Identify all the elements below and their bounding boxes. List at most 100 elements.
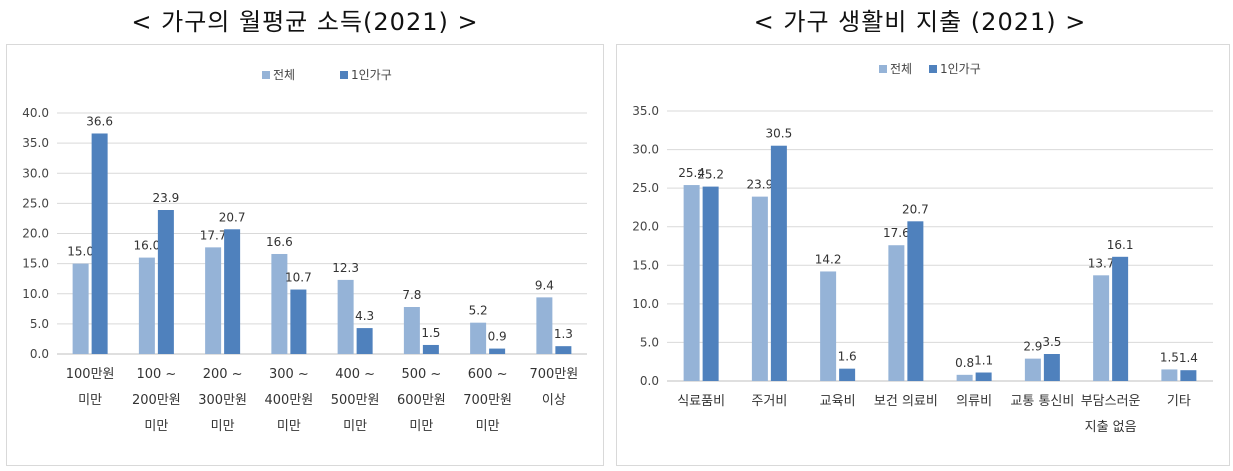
data-label: 25.2 [697,168,724,182]
x-category-label: 미만 [277,419,301,434]
bar-total [956,374,973,381]
bar-single-household [356,328,373,354]
expense-chart-panel: 0.0 5.0 10.0 15.0 20.0 25.0 30.0 35.0 전체 1인가구 25.4… [616,44,1230,466]
bar-single-household [907,221,924,381]
y-tick-label: 20.0 [22,227,49,241]
expense-bar-chart: 0.0 5.0 10.0 15.0 20.0 25.0 30.0 35.0 전체 1인가구 25.4… [632,62,1213,435]
data-label: 17.7 [200,228,227,242]
y-tick-label: 5.0 [640,335,659,349]
data-label: 1.5 [421,326,440,340]
data-label: 36.6 [86,114,113,128]
x-category-label: 500 ~ [401,367,441,382]
x-category-label: 200 ~ [203,367,243,382]
x-category-label: 미만 [78,393,102,408]
data-label: 23.9 [153,191,180,205]
legend-label: 1인가구 [351,68,392,82]
data-label: 15.0 [67,245,94,259]
x-category-label: 200만원 [132,393,181,408]
x-category-label: 600만원 [397,393,446,408]
bar-total [1024,358,1041,381]
data-label: 20.7 [219,210,246,224]
bar-single-household [290,289,307,354]
data-label: 3.5 [1042,335,1061,349]
legend-swatch [340,71,348,79]
x-category-label: 700만원 [463,393,512,408]
x-category-label: 부담스러운 [1081,394,1141,409]
data-label: 30.5 [766,127,793,141]
bar-single-household [224,229,241,354]
y-tick-label: 10.0 [22,287,49,301]
bar-single-household [702,186,719,381]
bar-total [1093,275,1110,381]
chart-title-income: < 가구의 월평균 소득(2021) > [131,8,479,36]
data-label: 5.2 [469,304,488,318]
x-category-label: 의류비 [956,394,992,409]
data-label: 17.6 [883,226,910,240]
y-tick-label: 0.0 [30,347,49,361]
x-category-label: 300 ~ [269,367,309,382]
bar-single-household [1112,256,1129,381]
data-label: 20.7 [902,202,929,216]
bar-single-household [157,210,174,354]
x-category-label: 보건 의료비 [874,394,938,409]
data-label: 4.3 [355,309,374,323]
x-category-label: 지출 없음 [1085,420,1137,435]
y-tick-label: 40.0 [22,106,49,120]
data-label: 0.8 [955,356,974,370]
y-tick-label: 20.0 [632,220,659,234]
x-category-label: 미만 [211,419,235,434]
y-tick-label: 35.0 [632,104,659,118]
legend-swatch [929,65,937,73]
x-category-label: 미만 [476,419,500,434]
data-label: 1.3 [554,327,573,341]
data-label: 1.4 [1179,351,1198,365]
bar-total [205,247,222,354]
data-label: 1.6 [838,350,857,364]
x-category-label: 400만원 [265,393,314,408]
y-tick-label: 25.0 [22,196,49,210]
data-label: 0.9 [488,330,507,344]
bar-single-household [422,344,439,354]
bar-total [1161,369,1178,381]
x-category-label: 식료품비 [677,394,725,409]
legend-label: 전체 [273,68,295,82]
data-label: 7.8 [402,288,421,302]
data-label: 16.6 [266,235,293,249]
bar-single-household [975,372,992,381]
x-category-label: 400 ~ [335,367,375,382]
bar-total [138,257,155,354]
bar-total [888,245,905,381]
bar-single-household [770,145,787,381]
bar-total [470,322,487,354]
y-tick-label: 15.0 [22,257,49,271]
x-category-label: 300만원 [198,393,247,408]
data-label: 1.1 [974,354,993,368]
x-category-label: 기타 [1167,394,1191,409]
bar-total [536,297,553,354]
data-label: 10.7 [285,271,312,285]
data-label: 1.5 [1160,350,1179,364]
x-category-label: 500만원 [331,393,380,408]
x-category-label: 주거비 [751,394,787,409]
y-tick-label: 0.0 [640,374,659,388]
bar-single-household [489,348,506,354]
chart-title-expense: < 가구 생활비 지출 (2021) > [753,8,1087,36]
legend-label: 전체 [890,62,912,76]
y-tick-label: 25.0 [632,181,659,195]
bar-single-household [839,368,856,381]
bar-single-household [1043,354,1060,381]
bar-single-household [555,346,572,354]
x-category-label: 600 ~ [468,367,508,382]
bar-total [271,253,288,354]
bar-total [683,185,700,381]
bar-total [820,271,837,381]
data-label: 16.0 [134,239,161,253]
data-label: 14.2 [815,252,842,266]
x-category-label: 700만원 [530,367,579,382]
data-label: 16.1 [1107,238,1134,252]
y-tick-label: 30.0 [632,143,659,157]
bar-single-household [91,133,108,354]
y-tick-label: 35.0 [22,136,49,150]
x-category-label: 이상 [542,393,566,408]
bar-total [72,263,89,354]
